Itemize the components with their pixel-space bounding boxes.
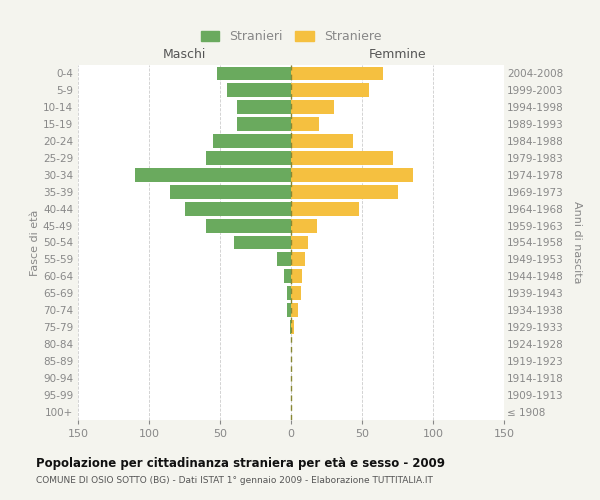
Y-axis label: Fasce di età: Fasce di età	[30, 210, 40, 276]
Bar	[290, 320, 291, 334]
Bar	[291, 134, 353, 148]
Bar	[206, 218, 291, 232]
Bar	[291, 320, 294, 334]
Bar	[135, 168, 291, 182]
Bar	[237, 100, 291, 114]
Bar	[291, 218, 317, 232]
Bar	[291, 252, 305, 266]
Bar	[170, 185, 291, 198]
Bar	[291, 303, 298, 317]
Bar	[291, 66, 383, 80]
Bar	[185, 202, 291, 215]
Bar	[237, 117, 291, 131]
Bar	[287, 303, 291, 317]
Bar	[291, 202, 359, 215]
Bar	[213, 134, 291, 148]
Bar	[291, 270, 302, 283]
Legend: Stranieri, Straniere: Stranieri, Straniere	[196, 25, 386, 48]
Bar	[234, 236, 291, 250]
Bar	[227, 84, 291, 98]
Text: COMUNE DI OSIO SOTTO (BG) - Dati ISTAT 1° gennaio 2009 - Elaborazione TUTTITALIA: COMUNE DI OSIO SOTTO (BG) - Dati ISTAT 1…	[36, 476, 433, 485]
Bar	[277, 252, 291, 266]
Text: Femmine: Femmine	[368, 48, 427, 62]
Y-axis label: Anni di nascita: Anni di nascita	[572, 201, 582, 284]
Bar	[291, 286, 301, 300]
Bar	[291, 185, 398, 198]
Bar	[291, 117, 319, 131]
Bar	[291, 100, 334, 114]
Text: Popolazione per cittadinanza straniera per età e sesso - 2009: Popolazione per cittadinanza straniera p…	[36, 458, 445, 470]
Bar	[291, 84, 369, 98]
Bar	[284, 270, 291, 283]
Bar	[287, 286, 291, 300]
Bar	[291, 236, 308, 250]
Bar	[206, 151, 291, 165]
Bar	[291, 168, 413, 182]
Text: Maschi: Maschi	[163, 48, 206, 62]
Bar	[291, 151, 393, 165]
Bar	[217, 66, 291, 80]
